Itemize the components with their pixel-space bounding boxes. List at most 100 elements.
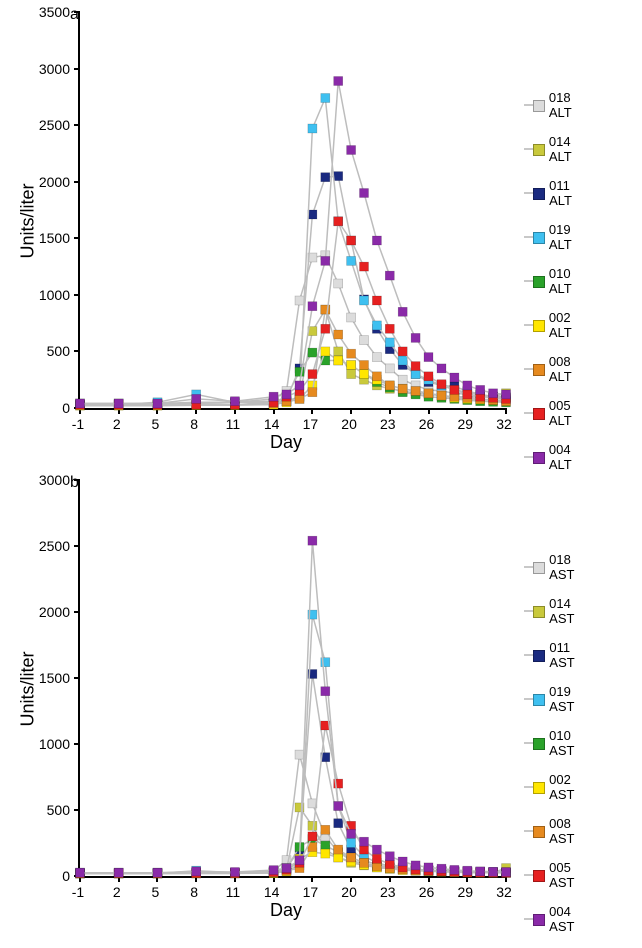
series-marker [398, 307, 407, 316]
legend-item: 011 ALT [524, 178, 581, 208]
series-line [80, 615, 506, 874]
y-tick-label: 500 [47, 802, 70, 818]
y-tick-label: 1500 [39, 670, 70, 686]
series-marker [385, 364, 394, 373]
square-marker-icon [533, 144, 545, 156]
series-marker [360, 262, 369, 271]
legend-label: 004 ALT [549, 442, 581, 472]
legend-label: 014 ALT [549, 134, 581, 164]
series-marker [321, 324, 330, 333]
series-marker [282, 390, 291, 399]
series-line [80, 674, 506, 873]
series-marker [360, 370, 369, 379]
legend-item: 004 ALT [524, 442, 581, 472]
series-marker [411, 370, 420, 379]
y-tick-label: 1000 [39, 736, 70, 752]
square-marker-icon [533, 606, 545, 618]
legend-label: 002 ALT [549, 310, 581, 340]
series-marker [334, 217, 343, 226]
square-marker-icon [533, 914, 545, 926]
x-tick-label: 17 [300, 416, 320, 432]
series-marker [437, 380, 446, 389]
x-tick-label: 29 [455, 884, 475, 900]
y-tick-label: 0 [62, 868, 70, 884]
x-tick-label: 8 [184, 416, 204, 432]
x-tick-label: 5 [145, 416, 165, 432]
series-marker [347, 236, 356, 245]
x-tick-label: 2 [107, 884, 127, 900]
x-tick-label: 26 [417, 416, 437, 432]
series-marker [308, 821, 317, 830]
series-marker [230, 868, 239, 877]
series-marker [334, 172, 343, 181]
legend-label: 008 ALT [549, 354, 581, 384]
square-marker-icon [533, 782, 545, 794]
series-marker [360, 361, 369, 370]
series-marker [114, 399, 123, 408]
square-marker-icon [533, 826, 545, 838]
series-line [80, 726, 506, 874]
series-marker [334, 77, 343, 86]
y-tick-label: 1500 [39, 230, 70, 246]
series-marker [308, 370, 317, 379]
y-tick-label: 2000 [39, 174, 70, 190]
series-marker [321, 825, 330, 834]
square-marker-icon [533, 650, 545, 662]
legend-item: 004 AST [524, 904, 583, 934]
plot-area-a [78, 12, 506, 410]
series-marker [372, 854, 381, 863]
series-marker [347, 853, 356, 862]
series-marker [334, 330, 343, 339]
series-marker [321, 256, 330, 265]
x-axis-label-a: Day [256, 432, 316, 453]
legend-item: 002 AST [524, 772, 583, 802]
series-marker [360, 189, 369, 198]
series-marker [76, 868, 85, 877]
series-marker [372, 372, 381, 381]
series-marker [347, 361, 356, 370]
series-marker [321, 94, 330, 103]
legend-b: 018 AST014 AST011 AST019 AST010 AST002 A… [524, 552, 583, 948]
series-marker [334, 347, 343, 356]
square-marker-icon [533, 100, 545, 112]
legend-item: 002 ALT [524, 310, 581, 340]
x-tick-label: 23 [378, 884, 398, 900]
series-marker [269, 392, 278, 401]
plot-area-b [78, 480, 506, 878]
series-marker [411, 362, 420, 371]
legend-label: 010 ALT [549, 266, 581, 296]
y-tick-label: 0 [62, 400, 70, 416]
x-tick-label: -1 [68, 884, 88, 900]
series-marker [334, 802, 343, 811]
series-marker [411, 861, 420, 870]
series-marker [463, 866, 472, 875]
series-marker [398, 347, 407, 356]
x-tick-label: -1 [68, 416, 88, 432]
series-marker [489, 867, 498, 876]
series-marker [476, 385, 485, 394]
x-tick-label: 23 [378, 416, 398, 432]
square-marker-icon [533, 694, 545, 706]
series-marker [424, 372, 433, 381]
legend-item: 010 ALT [524, 266, 581, 296]
square-marker-icon [533, 364, 545, 376]
series-marker [334, 845, 343, 854]
legend-label: 005 ALT [549, 398, 581, 428]
series-marker [437, 364, 446, 373]
series-marker [347, 146, 356, 155]
x-tick-label: 11 [223, 416, 243, 432]
series-line [80, 81, 506, 404]
series-marker [308, 124, 317, 133]
series-marker [308, 348, 317, 357]
series-marker [385, 271, 394, 280]
series-marker [398, 375, 407, 384]
x-tick-label: 14 [262, 416, 282, 432]
series-marker [230, 397, 239, 406]
series-marker [424, 389, 433, 398]
series-marker [295, 750, 304, 759]
series-marker [347, 829, 356, 838]
series-marker [463, 381, 472, 390]
series-marker [411, 387, 420, 396]
series-marker [192, 394, 201, 403]
series-marker [114, 868, 123, 877]
